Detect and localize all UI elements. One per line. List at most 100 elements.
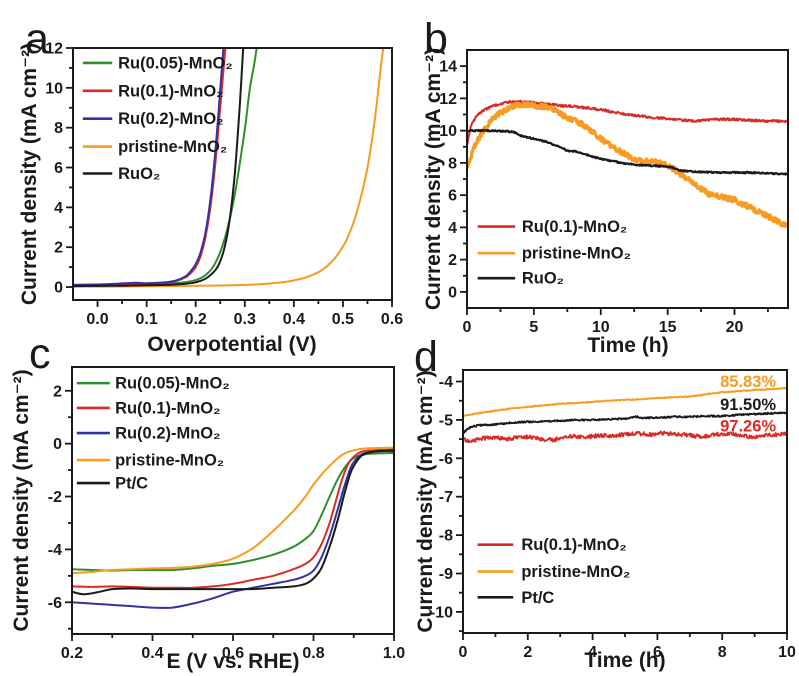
series-pristine-mno2 [73, 446, 393, 575]
series-ru-0.2-mno2 [74, 49, 225, 286]
x-tick-label: 0.6 [222, 645, 244, 662]
legend-entry-label: pristine-MnO₂ [521, 563, 630, 581]
y-tick-label: 14 [439, 59, 457, 76]
series-pt-c [73, 449, 393, 596]
axis-ticks [456, 380, 788, 640]
y-tick-label: 10 [45, 80, 63, 97]
legend-entry-label: Pt/C [115, 475, 148, 493]
x-tick-label: 15 [659, 319, 677, 336]
y-tick-label: -8 [439, 528, 453, 545]
legend-entry-label: Ru(0.05)-MnO₂ [118, 54, 233, 72]
x-tick-label: 0.2 [185, 311, 207, 328]
x-tick-label: 0.0 [86, 311, 108, 328]
x-tick-label: 10 [592, 319, 610, 336]
legend-b: Ru(0.1)-MnO₂ pristine-MnO₂ RuO₂ [477, 218, 631, 288]
legend-entry-label: RuO₂ [522, 270, 564, 288]
series-ru-0.2-mno2 [73, 450, 393, 609]
x-tick-label: 0.2 [61, 645, 83, 662]
retention-annotation: 97.26% [720, 418, 776, 436]
x-tick-label: 0.4 [283, 311, 305, 328]
x-tick-label: 0.5 [332, 311, 354, 328]
y-tick-label: -6 [48, 595, 62, 612]
legend-entry-label: Ru(0.2)-MnO₂ [115, 425, 220, 443]
x-tick-label: 10 [778, 644, 796, 661]
series-ru-0.1-mno2 [468, 99, 787, 146]
y-axis-label: Current density (mA cm⁻²) [18, 43, 41, 305]
axis-ticks [65, 389, 395, 641]
series-group-a [74, 49, 385, 288]
series-group-b [468, 99, 787, 229]
y-tick-label: -6 [439, 451, 453, 468]
x-tick-label: 20 [726, 319, 744, 336]
y-tick-label: 6 [54, 160, 63, 177]
x-tick-label: 6 [653, 644, 662, 661]
y-tick-label: -9 [439, 566, 453, 583]
plot-frame [72, 47, 393, 301]
series-pristine-mno2 [468, 101, 787, 229]
x-tick-label: 8 [718, 644, 727, 661]
y-tick-label: 12 [439, 91, 457, 108]
legend-entry-label: Ru(0.2)-MnO₂ [118, 110, 223, 128]
retention-annotation: 85.83% [720, 373, 776, 391]
x-tick-label: 0 [459, 644, 468, 661]
legend-entry-label: Ru(0.1)-MnO₂ [521, 536, 626, 554]
series-ru-0.1-mno2 [464, 430, 786, 444]
axis-ticks [460, 65, 769, 315]
plot-frame [466, 49, 789, 309]
retention-annotation: 91.50% [720, 396, 776, 414]
x-tick-label: 0.6 [381, 311, 403, 328]
series-ru-0.1-mno2 [73, 448, 393, 589]
x-tick-label: 0.8 [302, 645, 324, 662]
y-tick-label: -5 [439, 412, 453, 429]
series-ruo2 [468, 128, 787, 176]
legend-entry-label: pristine-MnO₂ [522, 245, 631, 263]
y-tick-label: -2 [48, 489, 62, 506]
legend-entry-label: pristine-MnO₂ [115, 452, 224, 470]
legend-entry-label: Pt/C [521, 589, 554, 607]
panel-letter-d: d [414, 333, 438, 381]
x-tick-label: 2 [523, 644, 532, 661]
y-tick-label: -4 [48, 542, 62, 559]
series-ru-0.1-mno2 [74, 49, 227, 287]
legend-entry-label: Ru(0.05)-MnO₂ [115, 375, 230, 393]
y-axis-label: Current density (mA cm⁻²) [422, 48, 445, 310]
series-pristine-mno2 [464, 386, 786, 417]
x-tick-label: 0.1 [135, 311, 157, 328]
y-tick-label: -4 [439, 374, 453, 391]
panel-letter-a: a [25, 15, 49, 63]
legend-entry-label: Ru(0.1)-MnO₂ [522, 218, 627, 236]
y-tick-label: 2 [448, 252, 457, 269]
y-tick-label: 6 [448, 188, 457, 205]
axis-ticks [66, 47, 393, 307]
y-tick-label: 2 [54, 240, 63, 257]
series-group-d [464, 386, 786, 444]
series-ru-0.05-mno2 [74, 49, 258, 287]
y-tick-label: 8 [54, 120, 63, 137]
legend-entry-label: pristine-MnO₂ [118, 138, 227, 156]
panel-letter-b: b [424, 15, 448, 63]
panel-b: 0 5 10 15 20 0 2 4 6 8 10 12 14 Time (h) Current densi… [422, 15, 789, 357]
y-tick-label: 4 [54, 200, 63, 217]
x-axis-label: Overpotential (V) [147, 333, 316, 356]
y-axis-label: Current density (mA cm⁻²) [414, 370, 437, 632]
y-tick-label: 10 [439, 123, 457, 140]
series-pristine-mno2 [74, 49, 385, 288]
x-tick-label: 4 [588, 644, 597, 661]
legend-d: Ru(0.1)-MnO₂ pristine-MnO₂ Pt/C [477, 536, 630, 607]
y-tick-label: 0 [53, 436, 62, 453]
series-group-c [73, 446, 393, 609]
legend-entry-label: Ru(0.1)-MnO₂ [118, 82, 223, 100]
y-tick-label: 0 [54, 280, 63, 297]
y-tick-label: 8 [448, 155, 457, 172]
panel-a: 0.0 0.1 0.2 0.3 0.4 0.5 0.6 0 2 4 6 8 10 12 Overpotent… [18, 15, 403, 356]
x-axis-label: Time (h) [584, 649, 665, 672]
x-axis-label: E (V vs. RHE) [166, 650, 299, 673]
y-tick-label: 0 [448, 284, 457, 301]
x-tick-label: 0 [463, 319, 472, 336]
legend-c: Ru(0.05)-MnO₂ Ru(0.1)-MnO₂ Ru(0.2)-MnO₂ pri… [76, 375, 230, 493]
x-axis-label: Time (h) [587, 334, 668, 357]
legend-entry-label: RuO₂ [118, 165, 160, 183]
legend-entry-label: Ru(0.1)-MnO₂ [115, 399, 220, 417]
